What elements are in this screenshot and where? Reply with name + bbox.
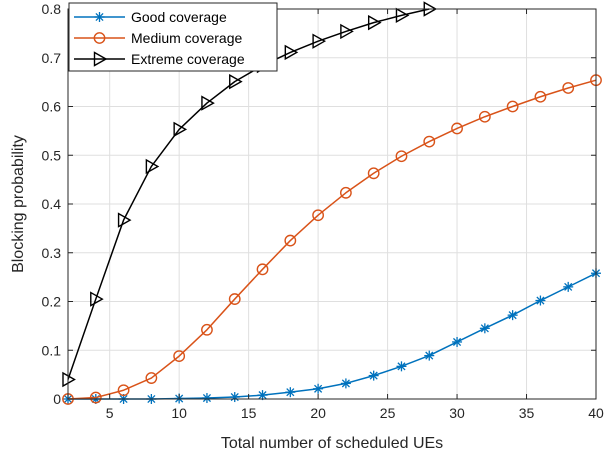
marker-stroke (564, 282, 573, 291)
data-point (173, 350, 186, 362)
marker-stroke (425, 351, 434, 360)
data-point (452, 336, 463, 347)
data-point (201, 393, 212, 404)
data-point (256, 263, 269, 276)
y-axis-label: Blocking probability (10, 135, 27, 273)
marker-stroke (508, 311, 517, 320)
data-point (367, 14, 382, 31)
data-point (117, 384, 130, 397)
y-tick-label: 0.8 (42, 1, 62, 17)
legend-entry-2: Extreme coverage (74, 51, 245, 67)
y-tick-label: 0.4 (42, 196, 62, 212)
data-point (229, 392, 240, 403)
x-tick-label: 35 (519, 405, 535, 421)
data-point (368, 370, 379, 381)
y-tick-label: 0.3 (42, 245, 62, 261)
y-tick-label: 0.1 (42, 342, 62, 358)
legend: Good coverage Medium coverage Extreme cove… (68, 2, 278, 72)
legend-entry-0: Good coverage (74, 9, 227, 25)
data-point (229, 73, 243, 90)
legend-label: Extreme coverage (131, 51, 245, 67)
marker-stroke (452, 337, 462, 347)
data-point (424, 350, 435, 361)
data-point (117, 212, 132, 228)
data-point (367, 167, 380, 180)
data-point (201, 95, 215, 111)
marker-stroke (286, 388, 295, 397)
legend-marker (93, 51, 108, 67)
data-point (90, 291, 104, 307)
x-tick-label: 20 (310, 405, 326, 421)
x-tick-label: 5 (106, 405, 114, 421)
data-point (340, 378, 351, 389)
data-point (145, 372, 158, 384)
data-point (312, 209, 325, 222)
legend-marker (93, 32, 106, 44)
legend-label: Medium coverage (131, 30, 242, 46)
data-point (506, 100, 519, 113)
data-point (173, 121, 188, 138)
x-tick-label: 30 (449, 405, 465, 421)
data-point (145, 158, 160, 175)
data-point (479, 323, 490, 334)
marker-stroke (341, 379, 350, 388)
x-tick-label: 40 (588, 405, 604, 421)
data-point (228, 293, 241, 305)
legend-label: Good coverage (131, 9, 227, 25)
data-point (284, 234, 297, 247)
marker-stroke (369, 371, 378, 380)
x-axis-label: Total number of scheduled UEs (221, 435, 443, 452)
legend-entry-1: Medium coverage (74, 30, 242, 46)
data-point (395, 150, 408, 163)
data-point (535, 295, 546, 306)
data-point (534, 90, 547, 103)
y-tick-label: 0.7 (42, 50, 62, 66)
data-point (563, 281, 574, 292)
x-tick-label: 15 (241, 405, 257, 421)
data-point (339, 186, 352, 199)
y-tick-label: 0.5 (42, 147, 62, 163)
data-point (507, 310, 518, 321)
data-point (201, 323, 213, 336)
x-tick-label: 10 (171, 405, 187, 421)
data-point (395, 7, 410, 24)
marker-stroke (480, 324, 489, 333)
marker-stroke (397, 362, 406, 371)
y-tick-label: 0.6 (42, 99, 62, 115)
marker-stroke (536, 296, 545, 305)
data-point (284, 44, 299, 61)
data-point (62, 371, 76, 388)
y-tick-label: 0.2 (42, 294, 62, 310)
data-point (478, 110, 491, 123)
data-point (285, 387, 296, 398)
data-point (562, 82, 575, 94)
data-point (340, 23, 354, 40)
y-tick-label: 0 (53, 391, 61, 407)
x-tick-label: 25 (380, 405, 396, 421)
data-point (257, 390, 268, 401)
data-point (423, 135, 436, 148)
data-point (396, 361, 407, 372)
marker-stroke (95, 12, 104, 22)
data-point (451, 122, 463, 135)
marker-stroke (314, 384, 323, 393)
data-point (312, 33, 327, 49)
marker-stroke (202, 393, 212, 403)
legend-marker (94, 12, 105, 22)
data-point (89, 391, 102, 404)
series-1 (62, 74, 602, 405)
marker-stroke (258, 391, 267, 400)
data-point (313, 383, 324, 394)
